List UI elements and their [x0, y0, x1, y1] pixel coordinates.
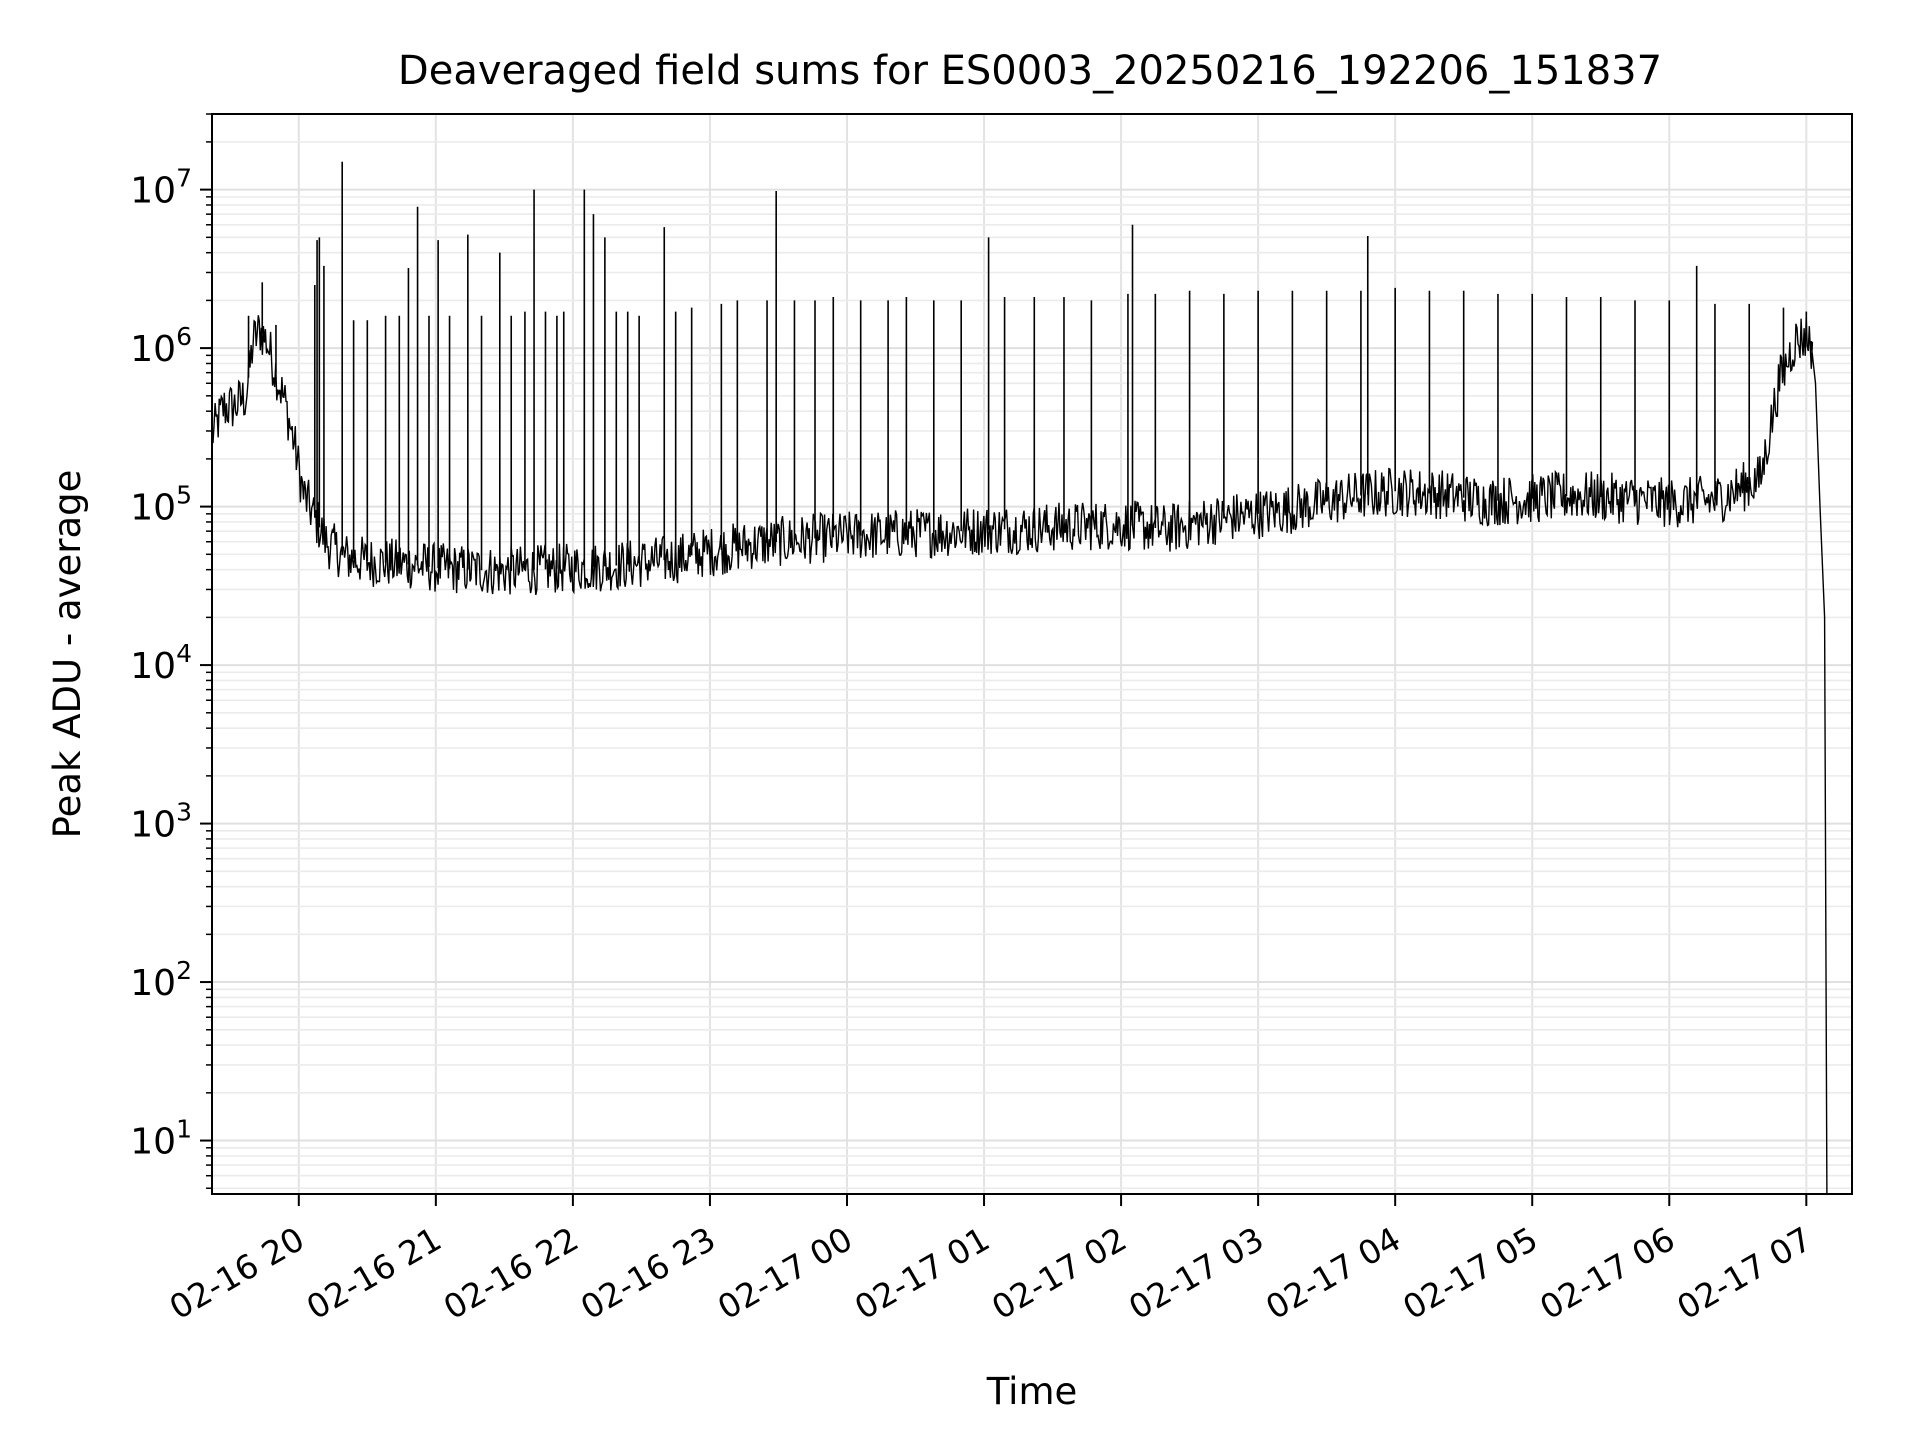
y-tick-base: 10 [130, 963, 176, 1004]
y-tick-base: 10 [130, 329, 176, 370]
y-tick-label: 104 [130, 639, 192, 687]
y-tick-label: 106 [130, 322, 192, 370]
y-tick-exponent: 3 [176, 798, 192, 827]
y-tick-label: 105 [130, 481, 192, 529]
y-axis-label: Peak ADU - average [46, 470, 89, 839]
y-tick-exponent: 7 [176, 164, 192, 193]
y-tick-base: 10 [130, 1122, 176, 1163]
y-tick-label: 107 [130, 164, 192, 212]
plot-frame [211, 113, 1853, 1195]
y-tick-exponent: 2 [176, 956, 192, 985]
x-axis-label: Time [986, 1370, 1078, 1413]
y-tick-base: 10 [130, 805, 176, 846]
chart-title: Deaveraged field sums for ES0003_2025021… [398, 48, 1662, 94]
data-layer [211, 161, 1828, 1195]
y-tick-label: 103 [130, 798, 192, 846]
series-line [211, 315, 1828, 1195]
y-tick-label: 102 [130, 956, 192, 1004]
y-tick-exponent: 6 [176, 322, 192, 351]
y-tick-base: 10 [130, 488, 176, 529]
y-tick-base: 10 [130, 171, 176, 212]
y-tick-exponent: 5 [176, 481, 192, 510]
y-tick-exponent: 4 [176, 639, 192, 668]
y-tick-base: 10 [130, 646, 176, 687]
y-tick-exponent: 1 [176, 1115, 192, 1144]
y-tick-label: 101 [130, 1115, 192, 1163]
